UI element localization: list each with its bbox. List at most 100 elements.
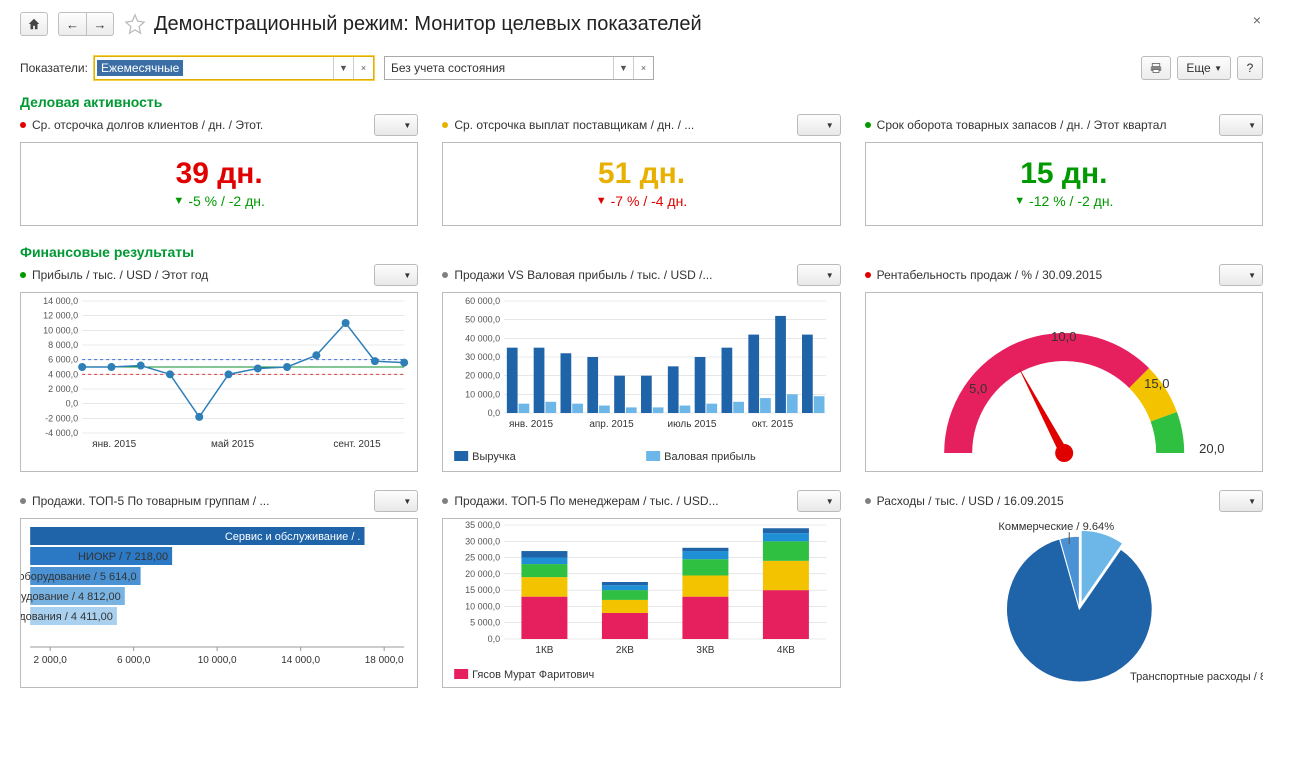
svg-text:Гясов Мурат Фаритович: Гясов Мурат Фаритович <box>472 669 594 681</box>
svg-text:10 000,0: 10 000,0 <box>43 325 78 335</box>
kpi-delta: ▼ -12 % / -2 дн. <box>1014 193 1113 209</box>
svg-text:0,0: 0,0 <box>488 634 501 644</box>
svg-text:-2 000,0: -2 000,0 <box>45 413 78 423</box>
dropdown-clear-icon[interactable]: × <box>353 57 373 79</box>
svg-text:14 000,0: 14 000,0 <box>43 296 78 306</box>
svg-text:Спецоборудование / 5 614,0: Спецоборудование / 5 614,0 <box>21 571 137 583</box>
top5-managers-chart: 35 000,030 000,025 000,020 000,015 000,0… <box>442 518 840 688</box>
kpi-value: 51 дн. <box>447 157 835 191</box>
kpi-delta: ▼ -5 % / -2 дн. <box>173 193 264 209</box>
bullet-icon <box>865 272 871 278</box>
kpi-card: 51 дн. ▼ -7 % / -4 дн. <box>442 142 840 226</box>
expenses-title: Расходы / тыс. / USD / 16.09.2015 <box>877 494 1064 508</box>
svg-text:1КВ: 1КВ <box>536 645 554 656</box>
card-menu-button[interactable]: ▼ <box>374 490 418 512</box>
svg-text:-4 000,0: -4 000,0 <box>45 428 78 438</box>
back-button[interactable]: ← <box>58 12 86 36</box>
svg-text:15,0: 15,0 <box>1144 376 1169 391</box>
page-title: Демонстрационный режим: Монитор целевых … <box>154 13 702 36</box>
more-button[interactable]: Еще ▼ <box>1177 56 1231 80</box>
kpi-title: Срок оборота товарных запасов / дн. / Эт… <box>877 118 1167 132</box>
dropdown-clear-icon[interactable]: × <box>633 57 653 79</box>
svg-text:12 000,0: 12 000,0 <box>43 311 78 321</box>
profit-chart-title: Прибыль / тыс. / USD / Этот год <box>32 268 208 282</box>
profit-line-chart: 14 000,012 000,010 000,08 000,06 000,04 … <box>20 292 418 472</box>
kpi-card: 39 дн. ▼ -5 % / -2 дн. <box>20 142 418 226</box>
help-button[interactable]: ? <box>1237 56 1263 80</box>
svg-text:20 000,0: 20 000,0 <box>465 371 500 381</box>
svg-text:май 2015: май 2015 <box>211 439 254 450</box>
svg-text:апр. 2015: апр. 2015 <box>590 419 635 430</box>
kpi-value: 15 дн. <box>870 157 1258 191</box>
svg-text:4КВ: 4КВ <box>777 645 795 656</box>
svg-text:14 000,0: 14 000,0 <box>281 655 320 666</box>
svg-text:2 000,0: 2 000,0 <box>33 655 67 666</box>
bullet-icon <box>20 498 26 504</box>
section-title-finance: Финансовые результаты <box>20 244 1263 260</box>
kpi-title: Ср. отсрочка выплат поставщикам / дн. / … <box>454 118 694 132</box>
gauge-chart-title: Рентабельность продаж / % / 30.09.2015 <box>877 268 1102 282</box>
bullet-icon <box>442 498 448 504</box>
bullet-icon <box>20 122 26 128</box>
svg-text:6 000,0: 6 000,0 <box>48 355 78 365</box>
dropdown-arrow-icon[interactable]: ▼ <box>333 57 353 79</box>
svg-text:10,0: 10,0 <box>1051 329 1076 344</box>
svg-text:6 000,0: 6 000,0 <box>117 655 151 666</box>
top5-managers-title: Продажи. ТОП-5 По менеджерам / тыс. / US… <box>454 494 718 508</box>
gauge-chart: 5,010,015,020,0 <box>865 292 1263 472</box>
card-menu-button[interactable]: ▼ <box>1219 490 1263 512</box>
svg-text:8 000,0: 8 000,0 <box>48 340 78 350</box>
svg-text:15 000,0: 15 000,0 <box>465 585 500 595</box>
svg-text:50 000,0: 50 000,0 <box>465 315 500 325</box>
svg-text:окт. 2015: окт. 2015 <box>752 419 794 430</box>
home-button[interactable] <box>20 12 48 36</box>
svg-text:Сервис и обслуживание / .: Сервис и обслуживание / . <box>225 531 361 543</box>
kpi-title: Ср. отсрочка долгов клиентов / дн. / Это… <box>32 118 263 132</box>
svg-text:30 000,0: 30 000,0 <box>465 352 500 362</box>
print-button[interactable] <box>1141 56 1171 80</box>
svg-text:20 000,0: 20 000,0 <box>465 569 500 579</box>
favorite-star-icon[interactable] <box>124 13 146 35</box>
svg-text:10 000,0: 10 000,0 <box>465 389 500 399</box>
svg-text:2КВ: 2КВ <box>616 645 634 656</box>
svg-text:18 000,0: 18 000,0 <box>365 655 404 666</box>
svg-text:5 000,0: 5 000,0 <box>470 618 500 628</box>
svg-text:Транспортные расходы / 86...: Транспортные расходы / 86... <box>1130 671 1263 683</box>
svg-text:Коммерческие / 9.64%: Коммерческие / 9.64% <box>998 521 1114 533</box>
svg-text:3КВ: 3КВ <box>697 645 715 656</box>
kpi-value: 39 дн. <box>25 157 413 191</box>
card-menu-button[interactable]: ▼ <box>797 114 841 136</box>
svg-text:янв. 2015: янв. 2015 <box>509 419 553 430</box>
svg-text:сент. 2015: сент. 2015 <box>333 439 381 450</box>
state-dropdown[interactable]: Без учета состояния ▼ × <box>384 56 654 80</box>
svg-text:10 000,0: 10 000,0 <box>465 601 500 611</box>
svg-text:30 000,0: 30 000,0 <box>465 536 500 546</box>
svg-text:10 000,0: 10 000,0 <box>198 655 237 666</box>
svg-text:60 000,0: 60 000,0 <box>465 296 500 306</box>
sales-bar-chart: 60 000,0 50 000,0 40 000,0 30 000,0 20 000,0… <box>442 292 840 472</box>
sales-chart-title: Продажи VS Валовая прибыль / тыс. / USD … <box>454 268 712 282</box>
svg-text:20,0: 20,0 <box>1199 441 1224 456</box>
card-menu-button[interactable]: ▼ <box>1219 114 1263 136</box>
svg-text:НИОКР / 7 218,00: НИОКР / 7 218,00 <box>78 551 168 563</box>
period-value: Ежемесячные <box>97 60 183 76</box>
dropdown-arrow-icon[interactable]: ▼ <box>613 57 633 79</box>
forward-button[interactable]: → <box>86 12 114 36</box>
card-menu-button[interactable]: ▼ <box>374 114 418 136</box>
svg-text:Выручка: Выручка <box>472 451 517 463</box>
card-menu-button[interactable]: ▼ <box>374 264 418 286</box>
close-button[interactable]: × <box>1253 12 1261 28</box>
svg-text:0,0: 0,0 <box>488 408 501 418</box>
svg-text:янв. 2015: янв. 2015 <box>92 439 136 450</box>
period-dropdown[interactable]: Ежемесячные ▼ × <box>94 56 374 80</box>
card-menu-button[interactable]: ▼ <box>797 264 841 286</box>
bullet-icon <box>442 272 448 278</box>
svg-text:июль 2015: июль 2015 <box>668 419 717 430</box>
card-menu-button[interactable]: ▼ <box>1219 264 1263 286</box>
bullet-icon <box>865 498 871 504</box>
svg-text:0,0: 0,0 <box>66 399 79 409</box>
expenses-pie-chart: Коммерческие / 9.64% Транспортные расходы… <box>865 518 1263 688</box>
card-menu-button[interactable]: ▼ <box>797 490 841 512</box>
svg-text:40 000,0: 40 000,0 <box>465 333 500 343</box>
bullet-icon <box>442 122 448 128</box>
